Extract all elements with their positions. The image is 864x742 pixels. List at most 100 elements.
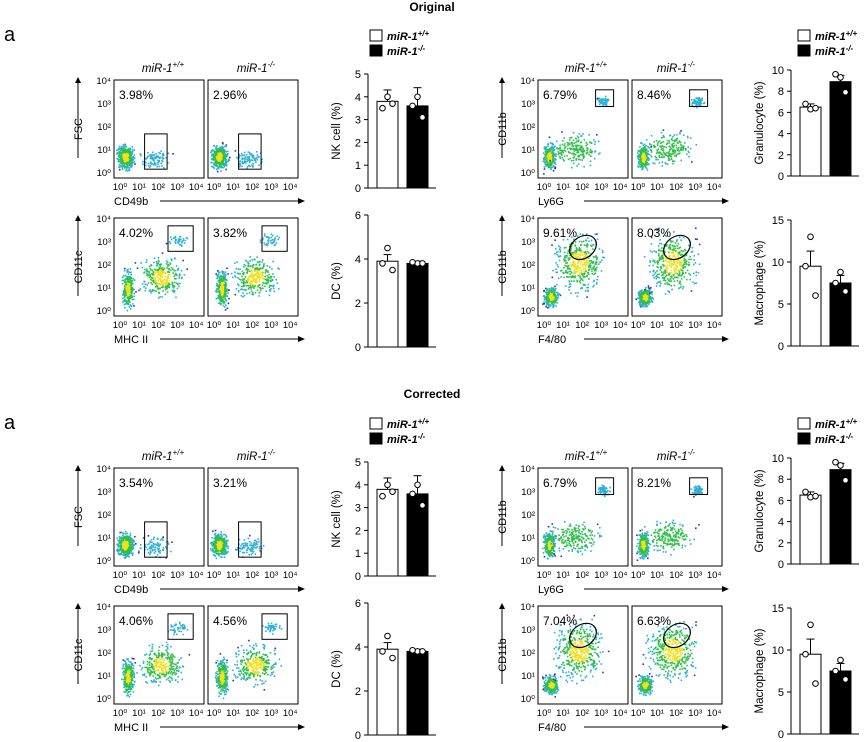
bar-y-tick-label: 5 — [355, 69, 361, 81]
flow-event-dot — [575, 158, 578, 160]
flow-event-dot — [592, 262, 594, 264]
flow-event-dot — [673, 254, 676, 257]
flow-event-dot — [564, 255, 566, 257]
flow-event-dot — [639, 305, 642, 308]
flow-event-dot — [217, 150, 220, 152]
flow-event-dot — [691, 246, 694, 249]
flow-event-dot — [159, 295, 161, 298]
flow-event-dot — [549, 157, 551, 160]
flow-event-dot — [559, 246, 561, 249]
flow-event-dot — [262, 271, 264, 274]
flow-event-dot — [573, 280, 575, 282]
flow-event-dot — [126, 270, 129, 272]
flow-event-dot — [237, 290, 240, 293]
flow-event-dot — [217, 151, 220, 153]
flow-event-dot — [254, 274, 257, 276]
flow-event-dot — [218, 164, 221, 166]
flow-event-dot — [640, 159, 642, 162]
flow-event-dot — [551, 244, 553, 246]
flow-event-dot — [160, 286, 163, 289]
flow-event-dot — [258, 291, 261, 294]
flow-event-dot — [273, 290, 275, 293]
flow-event-dot — [572, 152, 574, 155]
flow-event-dot — [578, 260, 580, 263]
flow-event-dot — [639, 152, 642, 155]
flow-event-dot — [247, 264, 250, 267]
x-axis-label: CD49b — [114, 196, 148, 208]
flow-event-dot — [180, 238, 182, 241]
flow-event-dot — [247, 159, 250, 162]
flow-event-dot — [557, 266, 559, 268]
flow-event-dot — [228, 297, 230, 300]
flow-event-dot — [556, 302, 559, 304]
x-tick-label: 10² — [151, 320, 165, 331]
flow-event-dot — [587, 273, 590, 275]
bar-y-tick-label: 2 — [355, 137, 361, 149]
flow-event-dot — [157, 256, 160, 259]
flow-event-dot — [116, 149, 118, 152]
flow-event-dot — [166, 291, 169, 293]
flow-event-dot — [650, 301, 652, 303]
y-tick-label: 10² — [97, 260, 111, 271]
flow-event-dot — [220, 156, 222, 159]
y-tick-label: 10² — [521, 260, 535, 271]
bar-y-tick-label: 1 — [355, 160, 361, 172]
flow-event-dot — [646, 290, 649, 292]
flow-event-dot — [265, 290, 267, 292]
y-axis-label: CD11b — [497, 112, 509, 145]
flow-event-dot — [150, 277, 153, 279]
flow-event-dot — [268, 273, 271, 276]
flow-event-dot — [654, 146, 657, 148]
flow-event-dot — [261, 158, 263, 160]
flow-event-dot — [689, 147, 692, 150]
flow-event-dot — [175, 265, 178, 267]
flow-event-dot — [585, 270, 587, 273]
flow-event-dot — [216, 165, 219, 167]
flow-event-dot — [680, 159, 682, 162]
flow-event-dot — [160, 272, 163, 274]
flow-event-dot — [643, 290, 645, 293]
flow-event-dot — [223, 293, 226, 295]
flow-event-dot — [570, 257, 572, 259]
flow-event-dot — [593, 273, 596, 275]
flow-event-dot — [602, 102, 605, 104]
flow-event-dot — [571, 252, 573, 254]
flow-event-dot — [223, 152, 226, 155]
flow-event-dot — [672, 162, 674, 165]
flow-event-dot — [130, 295, 132, 297]
flow-event-dot — [660, 267, 663, 269]
flow-event-dot — [219, 293, 221, 296]
flow-event-dot — [587, 272, 589, 274]
flow-event-dot — [680, 130, 682, 132]
flow-event-dot — [673, 142, 675, 145]
flow-event-dot — [225, 144, 228, 146]
flow-event-dot — [582, 157, 585, 159]
legend-swatch-ko — [369, 432, 383, 445]
flow-event-dot — [126, 293, 129, 295]
flow-event-dot — [666, 155, 669, 157]
flow-event-dot — [248, 156, 250, 158]
flow-event-dot — [251, 155, 254, 157]
flow-event-dot — [258, 263, 261, 266]
flow-event-dot — [268, 236, 270, 239]
flow-event-dot — [242, 288, 244, 291]
flow-event-dot — [568, 147, 571, 149]
flow-event-dot — [639, 295, 641, 297]
flow-event-dot — [653, 273, 656, 276]
flow-event-dot — [124, 149, 127, 152]
flow-event-dot — [132, 288, 134, 291]
flow-event-dot — [215, 159, 217, 162]
flow-event-dot — [545, 287, 547, 290]
flow-event-dot — [602, 256, 604, 259]
flow-event-dot — [120, 154, 123, 157]
flow-event-dot — [128, 167, 131, 170]
flow-event-dot — [595, 255, 597, 257]
flow-event-dot — [162, 279, 165, 282]
flow-event-dot — [584, 290, 587, 292]
flow-event-dot — [674, 242, 677, 244]
flow-event-dot — [215, 152, 218, 155]
flow-event-dot — [578, 148, 581, 151]
flow-event-dot — [596, 134, 598, 136]
flow-event-dot — [150, 157, 152, 160]
flow-event-dot — [557, 292, 559, 294]
